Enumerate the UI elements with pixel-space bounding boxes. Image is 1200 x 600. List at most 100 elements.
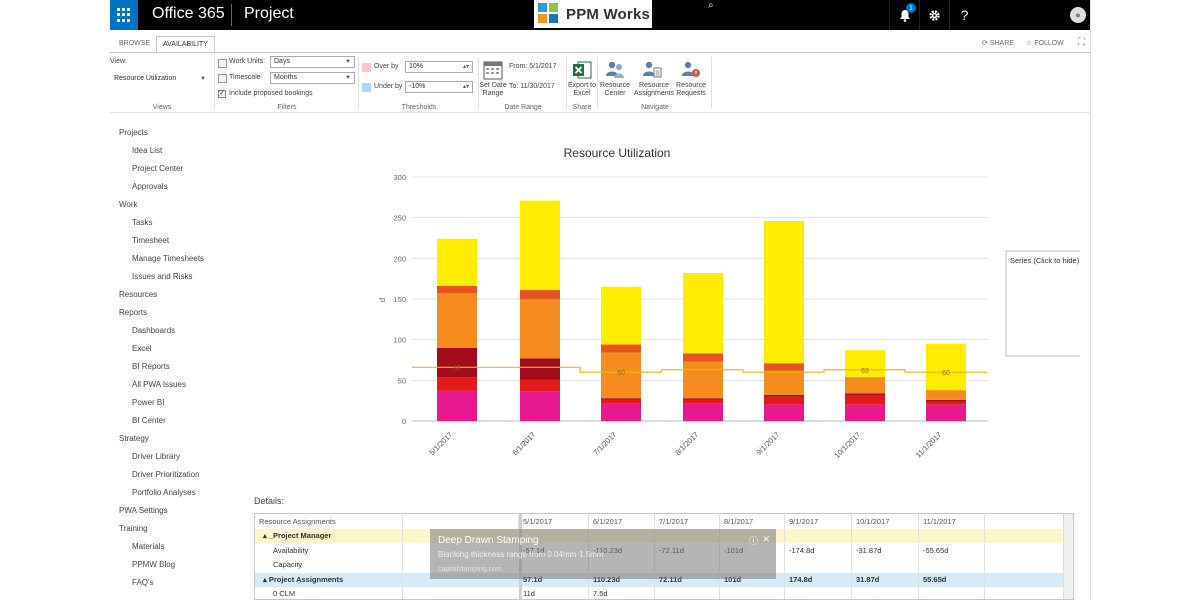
user-menu[interactable]: ● xyxy=(982,0,1090,30)
ad-info-icon[interactable]: ⓘ xyxy=(748,536,758,546)
bar-segment-jacques-goupil xyxy=(601,352,641,399)
grid-cell xyxy=(720,587,785,599)
table-row[interactable]: 0 CLM 11d 7.5d xyxy=(255,587,1073,599)
timescale-value: Months xyxy=(274,74,297,81)
nav-item-pwa-settings[interactable]: PWA Settings xyxy=(119,506,168,515)
ad-title[interactable]: Deep Drawn Stamping xyxy=(438,535,539,546)
nav-item-issues-and-risks[interactable]: Issues and Risks xyxy=(132,272,193,281)
resource-center-label: Resource Center xyxy=(597,82,633,98)
bar-segment-jacques-goupil xyxy=(520,299,560,359)
under-threshold-swatch[interactable] xyxy=(362,83,371,92)
view-label: View: xyxy=(110,58,127,65)
nav-item-dashboards[interactable]: Dashboards xyxy=(132,326,176,335)
y-tick-label: 100 xyxy=(393,336,406,345)
avatar[interactable]: ● xyxy=(1070,7,1086,23)
grid-cell xyxy=(919,558,985,573)
view-select[interactable]: Resource Utilization ▼ xyxy=(110,73,210,85)
suite-title[interactable]: Office 365 xyxy=(152,5,225,22)
row-name-cell: 0 CLM xyxy=(255,587,403,599)
nav-item-projects[interactable]: Projects xyxy=(119,128,148,137)
x-tick-label: 5/1/2017 xyxy=(427,430,454,457)
navigate-group-label: Navigate xyxy=(641,104,669,111)
set-date-range-label: Set Date Range xyxy=(478,82,508,98)
follow-button[interactable]: ☆ FOLLOW xyxy=(1026,39,1064,47)
over-threshold-swatch[interactable] xyxy=(362,63,371,72)
y-tick-label: 250 xyxy=(393,214,406,223)
ad-url[interactable]: capitalstamping.com xyxy=(438,566,502,573)
capacity-data-label: 60 xyxy=(942,370,950,377)
legend-title: Series (Click to hide) xyxy=(1010,256,1080,265)
share-label: SHARE xyxy=(989,40,1014,47)
grid-cell xyxy=(785,529,852,543)
grid-cell: 31.87d xyxy=(852,572,919,587)
spinner-icon[interactable]: ▴▾ xyxy=(462,84,469,90)
grid-cell xyxy=(852,587,919,599)
bar-segment-eileen-tobin xyxy=(520,290,560,299)
y-axis-label: d xyxy=(378,298,387,302)
resource-requests-line2: Requests xyxy=(676,90,706,97)
nav-item-work[interactable]: Work xyxy=(119,200,138,209)
details-label: Details: xyxy=(254,496,285,506)
tab-availability[interactable]: AVAILABILITY xyxy=(156,36,215,52)
spinner-icon[interactable]: ▴▾ xyxy=(462,64,469,70)
nav-item-idea-list[interactable]: Idea List xyxy=(132,146,163,155)
notifications-bell-icon[interactable]: 1 xyxy=(889,0,919,30)
x-tick-label: 11/1/2017 xyxy=(914,430,944,460)
nav-item-strategy[interactable]: Strategy xyxy=(119,434,149,443)
resource-center-line2: Center xyxy=(604,90,626,97)
search-icon[interactable]: ⌕ xyxy=(708,0,714,11)
gear-icon[interactable] xyxy=(919,0,949,30)
nav-item-tasks[interactable]: Tasks xyxy=(132,218,153,227)
over-by-input[interactable]: 10% ▴▾ xyxy=(405,61,473,73)
grid-cell xyxy=(655,587,720,599)
app-launcher-icon[interactable] xyxy=(110,0,138,30)
nav-item-training[interactable]: Training xyxy=(119,524,148,533)
nav-item-bi-reports[interactable]: BI Reports xyxy=(132,362,170,371)
view-select-value: Resource Utilization xyxy=(114,75,177,82)
nav-item-resources[interactable]: Resources xyxy=(119,290,158,299)
nav-item-project-center[interactable]: Project Center xyxy=(132,164,184,173)
timescale-label: Timescale xyxy=(229,74,261,81)
focus-content-icon[interactable]: ⛶ xyxy=(1078,37,1085,48)
include-proposed-checkbox[interactable]: ✓ xyxy=(218,90,226,98)
nav-item-ppmw-blog[interactable]: PPMW Blog xyxy=(132,560,176,569)
nav-item-driver-prioritization[interactable]: Driver Prioritization xyxy=(132,470,200,479)
nav-item-all-pwa-issues[interactable]: All PWA Issues xyxy=(132,380,186,389)
nav-item-power-bi[interactable]: Power BI xyxy=(132,398,165,407)
export-to-excel-label: Export to Excel xyxy=(566,82,598,98)
nav-item-bi-center[interactable]: BI Center xyxy=(132,416,166,425)
nav-item-manage-timesheets[interactable]: Manage Timesheets xyxy=(132,254,205,263)
nav-item-excel[interactable]: Excel xyxy=(132,344,152,353)
grid-scrollbar[interactable] xyxy=(1063,514,1073,599)
share-button[interactable]: ⟳ SHARE xyxy=(982,39,1014,47)
share-group-label: Share xyxy=(572,104,592,111)
nav-item-materials[interactable]: Materials xyxy=(132,542,165,551)
timescale-select[interactable]: Months ▼ xyxy=(270,72,355,84)
grid-cell: 57.1d xyxy=(519,572,589,587)
nav-item-driver-library[interactable]: Driver Library xyxy=(132,452,181,461)
notification-count-badge: 1 xyxy=(906,3,916,13)
bar-segment-laura-crawford xyxy=(926,399,966,402)
chevron-down-icon: ▼ xyxy=(200,76,206,82)
nav-item-faq-s[interactable]: FAQ's xyxy=(132,578,154,587)
nav-item-portfolio-analyses[interactable]: Portfolio Analyses xyxy=(132,488,196,497)
export-label-line2: Excel xyxy=(573,90,591,97)
work-units-select[interactable]: Days ▼ xyxy=(270,56,355,68)
timescale-icon xyxy=(218,74,227,83)
suite-bar-divider xyxy=(231,4,232,26)
bar-segment-selena-huck xyxy=(926,404,966,421)
left-margin xyxy=(0,0,110,600)
tab-browse[interactable]: BROWSE xyxy=(119,40,151,47)
grid-header-row[interactable]: Resource Assignments 5/1/2017 6/1/2017 7/1/… xyxy=(255,515,1073,529)
under-by-input[interactable]: -10% ▴▾ xyxy=(405,81,473,93)
app-title[interactable]: Project xyxy=(244,5,294,22)
nav-item-reports[interactable]: Reports xyxy=(119,308,148,317)
nav-item-timesheet[interactable]: Timesheet xyxy=(132,236,170,245)
ribbon-tabs: BROWSE AVAILABILITY xyxy=(110,36,1090,52)
ad-banner[interactable]: Deep Drawn Stamping Blanking thickness r… xyxy=(430,529,776,579)
help-icon[interactable]: ? xyxy=(949,0,979,30)
export-label-line1: Export to xyxy=(567,82,596,89)
nav-item-approvals[interactable]: Approvals xyxy=(132,182,168,191)
ad-close-icon[interactable]: ✕ xyxy=(762,534,770,544)
